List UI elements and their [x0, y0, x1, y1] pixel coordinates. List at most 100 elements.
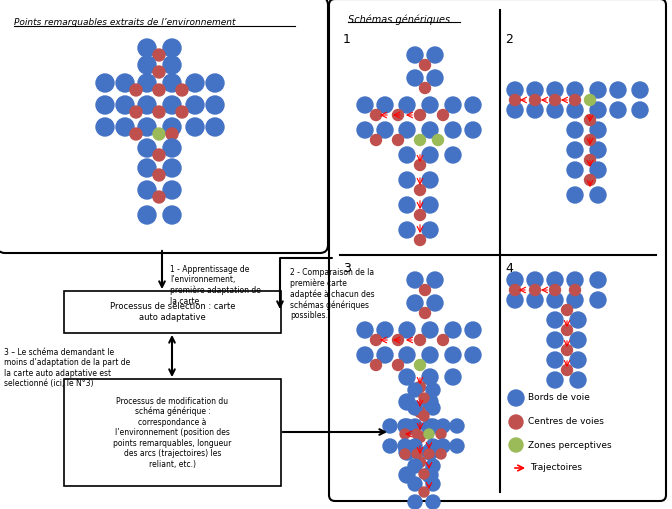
- Circle shape: [547, 372, 563, 388]
- Circle shape: [445, 369, 461, 385]
- Circle shape: [547, 292, 563, 308]
- Circle shape: [130, 128, 142, 140]
- Circle shape: [426, 459, 440, 473]
- Circle shape: [176, 106, 188, 118]
- Text: 4: 4: [505, 262, 513, 275]
- Circle shape: [408, 401, 422, 415]
- Circle shape: [422, 369, 438, 385]
- Circle shape: [426, 419, 440, 433]
- Circle shape: [426, 383, 440, 397]
- Circle shape: [419, 285, 431, 296]
- Circle shape: [422, 122, 438, 138]
- Circle shape: [508, 390, 524, 406]
- Circle shape: [507, 82, 523, 98]
- Circle shape: [547, 312, 563, 328]
- Circle shape: [562, 364, 573, 376]
- Circle shape: [585, 175, 595, 185]
- Circle shape: [567, 162, 583, 178]
- Circle shape: [567, 272, 583, 288]
- Circle shape: [408, 439, 422, 453]
- Circle shape: [415, 159, 425, 171]
- Circle shape: [392, 359, 403, 371]
- Circle shape: [415, 334, 425, 346]
- Text: 3: 3: [343, 262, 351, 275]
- Circle shape: [590, 122, 606, 138]
- Circle shape: [426, 401, 440, 415]
- Circle shape: [163, 39, 181, 57]
- Text: Centres de voies: Centres de voies: [528, 417, 604, 427]
- Circle shape: [422, 467, 438, 483]
- Circle shape: [527, 82, 543, 98]
- Circle shape: [96, 118, 114, 136]
- Circle shape: [427, 272, 443, 288]
- Text: Processus de sélection : carte
auto adaptative: Processus de sélection : carte auto adap…: [110, 302, 235, 322]
- Circle shape: [422, 347, 438, 363]
- Circle shape: [509, 285, 521, 296]
- Circle shape: [399, 444, 415, 460]
- Circle shape: [163, 139, 181, 157]
- Circle shape: [585, 134, 595, 146]
- Circle shape: [567, 102, 583, 118]
- Circle shape: [415, 407, 425, 417]
- Circle shape: [377, 322, 393, 338]
- Circle shape: [445, 147, 461, 163]
- FancyBboxPatch shape: [64, 379, 281, 486]
- Circle shape: [547, 332, 563, 348]
- Circle shape: [424, 449, 434, 459]
- Circle shape: [96, 96, 114, 114]
- Circle shape: [163, 74, 181, 92]
- Circle shape: [567, 142, 583, 158]
- Text: Schémas génériques: Schémas génériques: [348, 14, 450, 24]
- Circle shape: [153, 191, 165, 203]
- Circle shape: [407, 295, 423, 311]
- Circle shape: [163, 206, 181, 224]
- Circle shape: [415, 210, 425, 220]
- Circle shape: [399, 197, 415, 213]
- Circle shape: [433, 134, 444, 146]
- Circle shape: [399, 97, 415, 113]
- Circle shape: [436, 439, 450, 453]
- Circle shape: [399, 122, 415, 138]
- Circle shape: [400, 429, 410, 439]
- Circle shape: [422, 444, 438, 460]
- Circle shape: [567, 292, 583, 308]
- Circle shape: [408, 419, 422, 433]
- Circle shape: [399, 347, 415, 363]
- Circle shape: [610, 82, 626, 98]
- Circle shape: [424, 429, 434, 439]
- Circle shape: [377, 122, 393, 138]
- Circle shape: [357, 347, 373, 363]
- Circle shape: [436, 429, 446, 439]
- Circle shape: [392, 134, 403, 146]
- Circle shape: [407, 70, 423, 86]
- Circle shape: [509, 95, 521, 105]
- Circle shape: [585, 155, 595, 165]
- Circle shape: [507, 292, 523, 308]
- Circle shape: [419, 60, 431, 71]
- Circle shape: [422, 394, 438, 410]
- Circle shape: [632, 102, 648, 118]
- Circle shape: [408, 495, 422, 509]
- Circle shape: [138, 56, 156, 74]
- Text: 1 - Apprentissage de
l’environnement,
première adaptation de
la carte: 1 - Apprentissage de l’environnement, pr…: [170, 265, 261, 306]
- Circle shape: [509, 415, 523, 429]
- Circle shape: [408, 459, 422, 473]
- Circle shape: [153, 66, 165, 78]
- Circle shape: [412, 449, 422, 459]
- Circle shape: [610, 102, 626, 118]
- Text: 2: 2: [505, 33, 513, 46]
- Circle shape: [415, 109, 425, 121]
- Circle shape: [138, 139, 156, 157]
- Circle shape: [186, 118, 204, 136]
- Circle shape: [163, 56, 181, 74]
- Circle shape: [408, 383, 422, 397]
- Circle shape: [163, 118, 181, 136]
- Circle shape: [407, 272, 423, 288]
- Circle shape: [507, 272, 523, 288]
- Circle shape: [138, 39, 156, 57]
- Circle shape: [186, 96, 204, 114]
- Circle shape: [398, 419, 412, 433]
- Circle shape: [419, 487, 429, 497]
- Circle shape: [445, 322, 461, 338]
- Circle shape: [415, 134, 425, 146]
